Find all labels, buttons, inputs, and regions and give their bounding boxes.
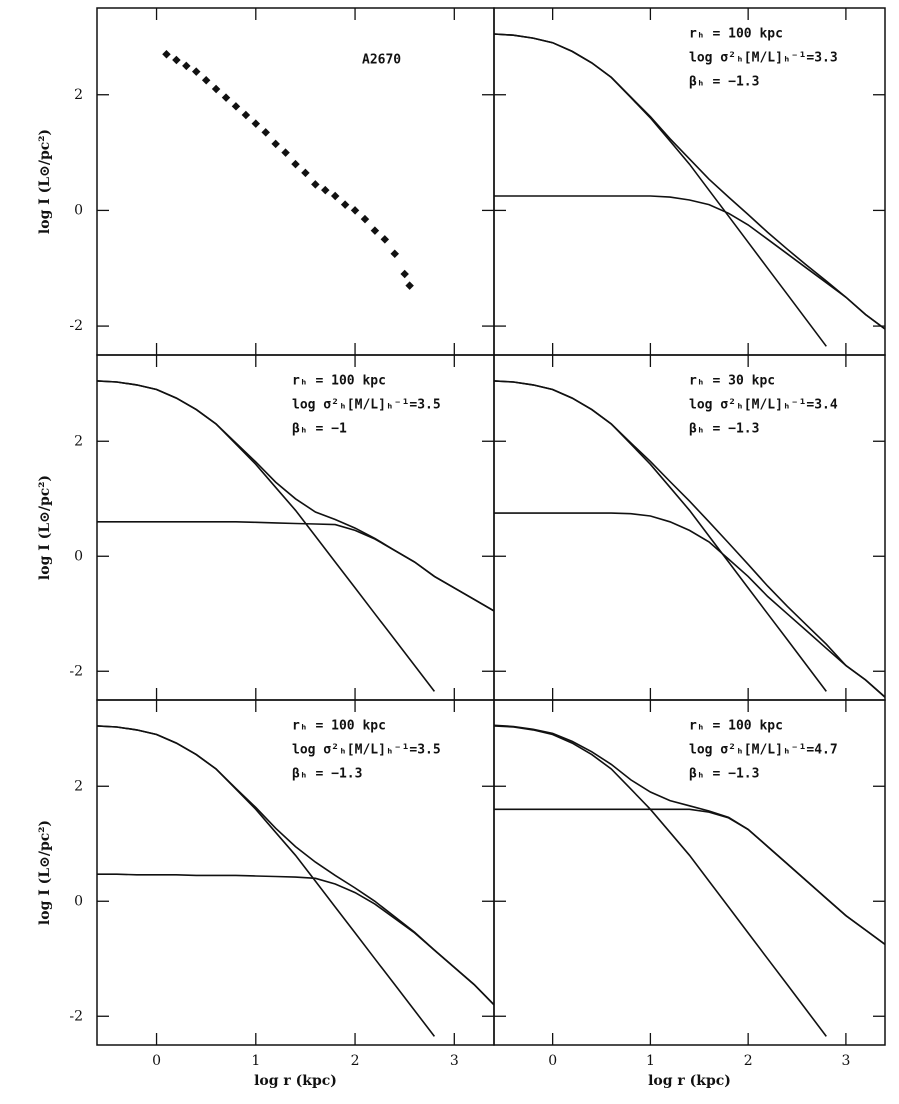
x-axis-label: log r (kpc) (648, 1073, 731, 1089)
annotation: log σ²ₕ[M/L]ₕ⁻¹=3.4 (689, 398, 838, 413)
annotation: rₕ = 100 kpc (689, 719, 783, 734)
annotation: βₕ = −1.3 (689, 767, 759, 782)
annotation: rₕ = 100 kpc (689, 27, 783, 42)
curve (97, 380, 436, 692)
x-tick-label: 1 (646, 1053, 655, 1069)
data-point (360, 214, 370, 224)
plot-area (162, 50, 414, 290)
annotation: rₕ = 100 kpc (292, 374, 386, 389)
y-tick-label: 0 (74, 893, 83, 909)
plot-area (494, 33, 885, 347)
x-tick-label: 0 (548, 1053, 557, 1069)
x-axis-label: log r (kpc) (254, 1073, 337, 1089)
data-point (370, 226, 380, 235)
data-point (321, 185, 330, 195)
curve (494, 380, 827, 692)
annotation: A2670 (362, 53, 401, 68)
y-axis-label: log I (L⊙/pc²) (37, 475, 53, 580)
data-point (182, 61, 191, 71)
y-tick-label: -2 (69, 1008, 83, 1024)
annotation: log σ²ₕ[M/L]ₕ⁻¹=3.5 (292, 743, 441, 758)
y-tick-label: 2 (74, 778, 83, 794)
curve (494, 195, 885, 330)
data-point (162, 50, 171, 59)
curve (494, 33, 885, 330)
data-point (390, 249, 399, 259)
data-point (231, 102, 241, 111)
annotation: rₕ = 30 kpc (689, 374, 775, 389)
y-tick-label: 2 (74, 433, 83, 449)
data-point (380, 235, 390, 244)
data-point (251, 119, 261, 128)
y-tick-label: 0 (74, 202, 83, 218)
curve (97, 725, 436, 1037)
data-point (221, 93, 231, 102)
y-tick-label: -2 (69, 663, 83, 679)
curve (97, 380, 494, 612)
y-axis-label: log I (L⊙/pc²) (37, 820, 53, 925)
y-tick-label: -2 (69, 318, 83, 334)
plot-area (97, 725, 494, 1037)
annotation: log σ²ₕ[M/L]ₕ⁻¹=3.5 (292, 398, 441, 413)
x-tick-label: 3 (841, 1053, 850, 1069)
data-point (281, 148, 290, 157)
annotation: log σ²ₕ[M/L]ₕ⁻¹=3.3 (689, 51, 838, 66)
data-point (350, 206, 360, 215)
curve (494, 725, 827, 1037)
data-point (261, 128, 270, 137)
x-tick-label: 3 (450, 1053, 459, 1069)
data-point (201, 76, 211, 85)
x-tick-label: 2 (744, 1053, 753, 1069)
data-point (192, 67, 201, 76)
data-point (311, 180, 320, 189)
data-point (405, 281, 414, 290)
panel-frame (96, 7, 495, 356)
x-tick-label: 2 (351, 1053, 360, 1069)
data-point (301, 168, 310, 178)
plot-area (97, 380, 494, 692)
data-point (211, 84, 221, 94)
annotation: βₕ = −1 (292, 422, 347, 437)
annotation: rₕ = 100 kpc (292, 719, 386, 734)
plot-area (494, 380, 885, 698)
curve (97, 873, 494, 1006)
annotation: βₕ = −1.3 (689, 75, 759, 90)
curve (97, 521, 494, 612)
y-tick-label: 2 (74, 87, 83, 103)
data-point (241, 110, 251, 120)
annotation: log σ²ₕ[M/L]ₕ⁻¹=4.7 (689, 743, 838, 758)
data-point (271, 139, 280, 149)
curve (494, 512, 885, 698)
annotation: βₕ = −1.3 (292, 767, 362, 782)
annotation: βₕ = −1.3 (689, 422, 759, 437)
y-axis-label: log I (L⊙/pc²) (37, 129, 53, 234)
curve (494, 808, 885, 946)
curve (494, 33, 827, 347)
curve (494, 380, 885, 698)
data-point (172, 55, 181, 65)
data-point (340, 200, 350, 209)
data-point (400, 269, 409, 279)
curve (97, 725, 494, 1006)
data-point (291, 159, 300, 169)
curve (494, 724, 885, 946)
panel-frame (493, 699, 886, 1046)
x-tick-label: 0 (152, 1053, 161, 1069)
y-tick-label: 0 (74, 548, 83, 564)
x-tick-label: 1 (251, 1053, 260, 1069)
plot-area (494, 724, 885, 1037)
data-point (330, 191, 340, 201)
